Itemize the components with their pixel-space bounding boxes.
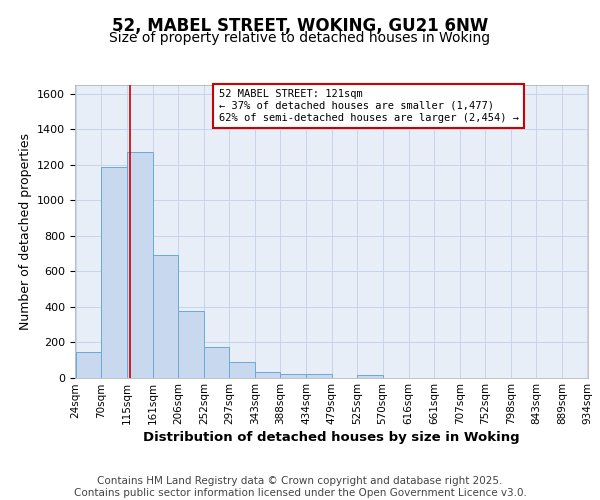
X-axis label: Distribution of detached houses by size in Woking: Distribution of detached houses by size …	[143, 432, 520, 444]
Bar	[101, 166, 127, 378]
Bar	[306, 374, 331, 378]
Bar	[255, 372, 280, 378]
Text: 52, MABEL STREET, WOKING, GU21 6NW: 52, MABEL STREET, WOKING, GU21 6NW	[112, 18, 488, 36]
Bar	[280, 374, 306, 378]
Text: 52 MABEL STREET: 121sqm
← 37% of detached houses are smaller (1,477)
62% of semi: 52 MABEL STREET: 121sqm ← 37% of detache…	[218, 90, 518, 122]
Bar	[76, 352, 101, 378]
Bar	[152, 255, 178, 378]
Text: Size of property relative to detached houses in Woking: Size of property relative to detached ho…	[109, 31, 491, 45]
Text: Contains HM Land Registry data © Crown copyright and database right 2025.
Contai: Contains HM Land Registry data © Crown c…	[74, 476, 526, 498]
Bar	[204, 348, 229, 378]
Bar	[178, 311, 204, 378]
Bar	[229, 362, 255, 378]
Y-axis label: Number of detached properties: Number of detached properties	[19, 132, 32, 330]
Bar	[358, 375, 383, 378]
Bar	[127, 152, 152, 378]
